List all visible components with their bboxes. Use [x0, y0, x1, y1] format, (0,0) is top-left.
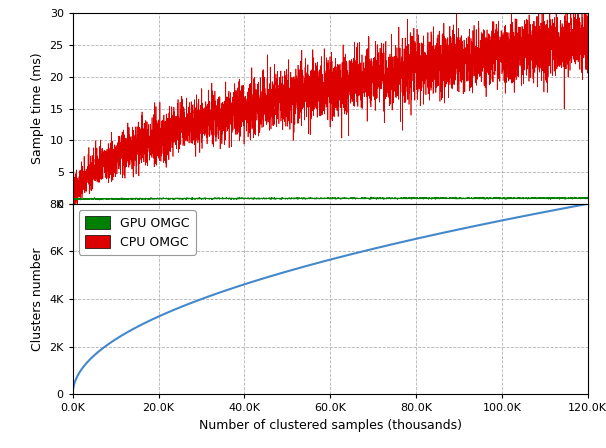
Line: GPU OMGC: GPU OMGC: [73, 197, 588, 200]
CPU OMGC: [453, 11, 461, 16]
GPU OMGC: [69, 196, 76, 202]
GPU OMGC: [584, 196, 591, 201]
GPU OMGC: [454, 196, 461, 202]
X-axis label: Number of clustered samples (thousands): Number of clustered samples (thousands): [199, 419, 462, 432]
CPU OMGC: [378, 48, 385, 54]
GPU OMGC: [163, 195, 170, 201]
Legend: GPU OMGC, CPU OMGC: GPU OMGC, CPU OMGC: [79, 210, 196, 255]
CPU OMGC: [493, 43, 500, 48]
Y-axis label: Clusters number: Clusters number: [31, 247, 44, 351]
Line: CPU OMGC: CPU OMGC: [73, 13, 588, 204]
GPU OMGC: [404, 195, 411, 201]
CPU OMGC: [453, 60, 461, 66]
GPU OMGC: [378, 196, 385, 202]
CPU OMGC: [266, 128, 273, 133]
CPU OMGC: [69, 201, 76, 207]
CPU OMGC: [404, 84, 411, 90]
Y-axis label: Sample time (ms): Sample time (ms): [31, 53, 44, 164]
CPU OMGC: [162, 111, 170, 116]
CPU OMGC: [584, 25, 591, 30]
GPU OMGC: [96, 198, 104, 203]
GPU OMGC: [266, 195, 273, 200]
GPU OMGC: [367, 194, 375, 199]
GPU OMGC: [493, 195, 500, 200]
